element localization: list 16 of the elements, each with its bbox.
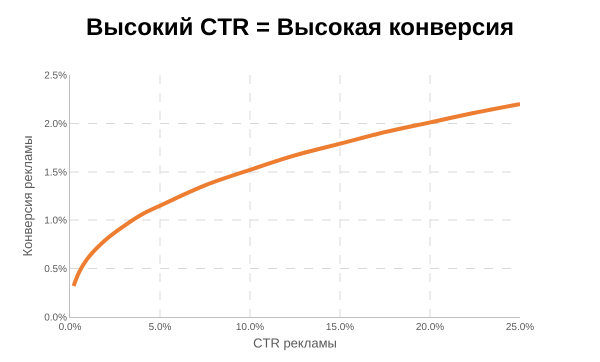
- y-tick-label: 0.5%: [44, 264, 68, 276]
- y-tick-label: 2.5%: [44, 70, 68, 82]
- y-axis-title: Конверсия рекламы: [20, 135, 36, 257]
- y-tick-label: 1.0%: [44, 216, 68, 227]
- y-tick-label: 2.0%: [44, 118, 68, 130]
- x-tick-label: 5.0%: [148, 322, 172, 333]
- y-tick-label: 1.5%: [44, 167, 68, 178]
- chart-title: Высокий CTR = Высокая конверсия: [86, 14, 514, 41]
- x-tick-label: 20.0%: [416, 322, 444, 333]
- x-tick-label: 10.0%: [236, 322, 264, 333]
- line-series: [72, 102, 520, 288]
- y-tick-label: 0.0%: [44, 312, 68, 324]
- x-tick-label: 25.0%: [506, 322, 534, 333]
- x-axis-title: CTR рекламы: [253, 336, 337, 351]
- x-tick-label: 0.0%: [58, 322, 82, 333]
- x-tick-label: 15.0%: [326, 322, 354, 333]
